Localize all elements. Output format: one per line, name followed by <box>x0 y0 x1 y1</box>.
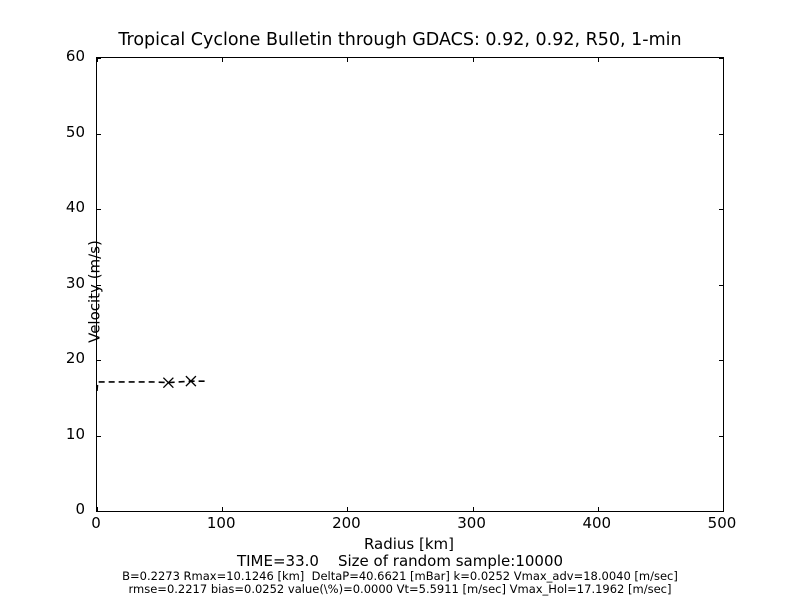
footer-line-parameters-1: B=0.2273 Rmax=10.1246 [km] DeltaP=40.662… <box>122 569 678 583</box>
chart-title: Tropical Cyclone Bulletin through GDACS:… <box>118 30 682 50</box>
y-tick-right-60 <box>719 58 723 59</box>
x-tick-top-300 <box>472 58 474 62</box>
y-tick-30 <box>97 284 101 286</box>
x-tick-label-400: 400 <box>582 514 612 532</box>
y-tick-20 <box>97 360 101 361</box>
y-tick-right-10 <box>719 435 723 437</box>
footer-annotations: TIME=33.0 Size of random sample:10000 B=… <box>0 553 800 596</box>
y-tick-right-20 <box>719 360 723 361</box>
footer-line-parameters-2: rmse=0.2217 bias=0.0252 value(\%)=0.0000… <box>128 582 672 596</box>
x-tick-200 <box>347 507 349 511</box>
footer-line-time-sample: TIME=33.0 Size of random sample:10000 <box>236 552 564 570</box>
y-tick-50 <box>97 133 101 135</box>
y-axis-label: Velocity (m/s) <box>85 240 104 343</box>
series-line-profile <box>96 380 205 392</box>
y-tick-60 <box>97 58 101 59</box>
x-tick-label-500: 500 <box>707 514 737 532</box>
x-tick-label-300: 300 <box>457 514 486 532</box>
x-tick-400 <box>597 507 599 511</box>
x-tick-top-400 <box>597 58 599 62</box>
x-tick-100 <box>222 507 224 511</box>
y-tick-right-0 <box>719 511 723 512</box>
y-tick-label-60: 60 <box>65 47 85 65</box>
x-tick-0 <box>97 507 98 511</box>
series-marker-x <box>185 375 197 387</box>
x-tick-label-200: 200 <box>332 514 361 532</box>
y-tick-label-20: 20 <box>65 349 85 367</box>
x-tick-label-100: 100 <box>206 514 236 532</box>
y-tick-0 <box>97 511 101 512</box>
plot-axes-frame <box>96 57 724 512</box>
series-marker-x <box>162 377 174 389</box>
x-tick-500 <box>723 507 724 511</box>
y-tick-40 <box>97 209 101 210</box>
x-tick-label-0: 0 <box>91 514 101 532</box>
series-markers-profile <box>162 375 197 389</box>
x-tick-300 <box>472 507 474 511</box>
x-tick-top-200 <box>347 58 349 62</box>
y-tick-right-30 <box>719 284 723 286</box>
x-tick-top-0 <box>97 58 98 62</box>
plot-area <box>96 58 724 512</box>
y-tick-label-10: 10 <box>65 424 85 443</box>
x-tick-top-100 <box>222 58 224 62</box>
y-tick-right-50 <box>719 133 723 135</box>
y-tick-label-30: 30 <box>65 273 85 292</box>
y-tick-right-40 <box>719 209 723 210</box>
y-tick-label-50: 50 <box>65 122 85 141</box>
y-tick-label-40: 40 <box>65 198 85 216</box>
y-tick-10 <box>97 435 101 437</box>
y-tick-label-0: 0 <box>75 500 85 518</box>
x-axis-label: Radius [km] <box>363 535 455 553</box>
data-series-layer <box>96 375 205 392</box>
x-tick-top-500 <box>723 58 724 62</box>
